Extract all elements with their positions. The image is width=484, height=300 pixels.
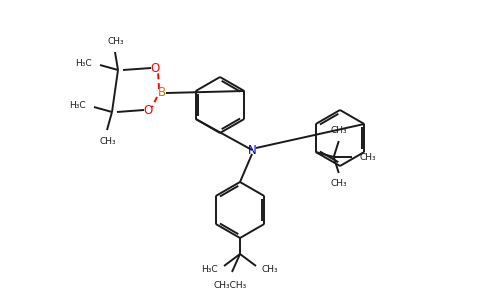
Text: H₃C: H₃C [201, 266, 218, 274]
Text: CH₃: CH₃ [331, 179, 347, 188]
Text: N: N [248, 143, 257, 157]
Text: B: B [158, 86, 166, 100]
Text: CH₃: CH₃ [262, 266, 279, 274]
Text: H₃C: H₃C [69, 101, 86, 110]
Text: O: O [151, 61, 160, 74]
Text: CH₃: CH₃ [331, 126, 347, 135]
Text: CH₃: CH₃ [100, 137, 116, 146]
Text: CH₃: CH₃ [107, 37, 124, 46]
Text: CH₃: CH₃ [360, 152, 377, 161]
Text: H₃C: H₃C [76, 59, 92, 68]
Text: O: O [143, 103, 152, 116]
Text: CH₃CH₃: CH₃CH₃ [213, 281, 247, 290]
